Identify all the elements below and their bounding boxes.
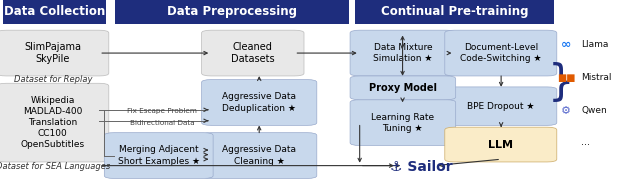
Text: LLM: LLM	[488, 140, 513, 150]
Text: Wikipedia
MADLAD-400
Translation
CC100
OpenSubtitles: Wikipedia MADLAD-400 Translation CC100 O…	[20, 96, 85, 149]
FancyBboxPatch shape	[350, 76, 456, 100]
Text: }: }	[547, 62, 574, 104]
FancyBboxPatch shape	[104, 133, 213, 178]
Text: ⚓ Sailor: ⚓ Sailor	[390, 160, 452, 174]
Text: Bidirectional Data: Bidirectional Data	[130, 120, 194, 126]
Text: ⚙: ⚙	[561, 106, 572, 116]
Text: Cleaned
Datasets: Cleaned Datasets	[231, 42, 275, 64]
FancyBboxPatch shape	[3, 0, 106, 24]
FancyBboxPatch shape	[445, 87, 557, 125]
FancyBboxPatch shape	[202, 80, 317, 125]
Text: ∞: ∞	[561, 38, 572, 51]
Text: Data Collection: Data Collection	[4, 5, 105, 18]
Text: Continual Pre-training: Continual Pre-training	[381, 5, 528, 18]
FancyBboxPatch shape	[445, 30, 557, 76]
FancyBboxPatch shape	[115, 0, 349, 24]
Text: Learning Rate
Tuning ★: Learning Rate Tuning ★	[371, 113, 435, 133]
Text: Merging Adjacent
Short Examples ★: Merging Adjacent Short Examples ★	[118, 145, 200, 166]
Text: Fix Escape Problem: Fix Escape Problem	[127, 108, 197, 114]
FancyBboxPatch shape	[202, 133, 317, 178]
Text: Llama: Llama	[581, 40, 609, 49]
Text: ...: ...	[581, 137, 590, 147]
Text: ■■: ■■	[557, 73, 575, 83]
Text: Qwen: Qwen	[581, 106, 607, 115]
Text: Mistral: Mistral	[581, 73, 612, 82]
Text: BPE Dropout ★: BPE Dropout ★	[467, 102, 534, 111]
FancyBboxPatch shape	[0, 30, 109, 76]
FancyBboxPatch shape	[0, 83, 109, 162]
Text: Document-Level
Code-Switching ★: Document-Level Code-Switching ★	[460, 43, 541, 63]
Text: Dataset for SEA Languages: Dataset for SEA Languages	[0, 162, 110, 171]
FancyBboxPatch shape	[445, 127, 557, 162]
Text: Data Mixture
Simulation ★: Data Mixture Simulation ★	[373, 43, 433, 63]
FancyBboxPatch shape	[202, 30, 304, 76]
FancyBboxPatch shape	[350, 30, 456, 76]
FancyBboxPatch shape	[350, 100, 456, 145]
FancyBboxPatch shape	[355, 0, 554, 24]
Text: Proxy Model: Proxy Model	[369, 83, 437, 93]
Text: Aggressive Data
Cleaning ★: Aggressive Data Cleaning ★	[222, 145, 296, 166]
Text: Aggressive Data
Deduplication ★: Aggressive Data Deduplication ★	[222, 92, 296, 113]
Text: Dataset for Replay: Dataset for Replay	[14, 75, 92, 84]
Text: Data Preprocessing: Data Preprocessing	[167, 5, 297, 18]
Text: SlimPajama
SkyPile: SlimPajama SkyPile	[24, 42, 81, 64]
